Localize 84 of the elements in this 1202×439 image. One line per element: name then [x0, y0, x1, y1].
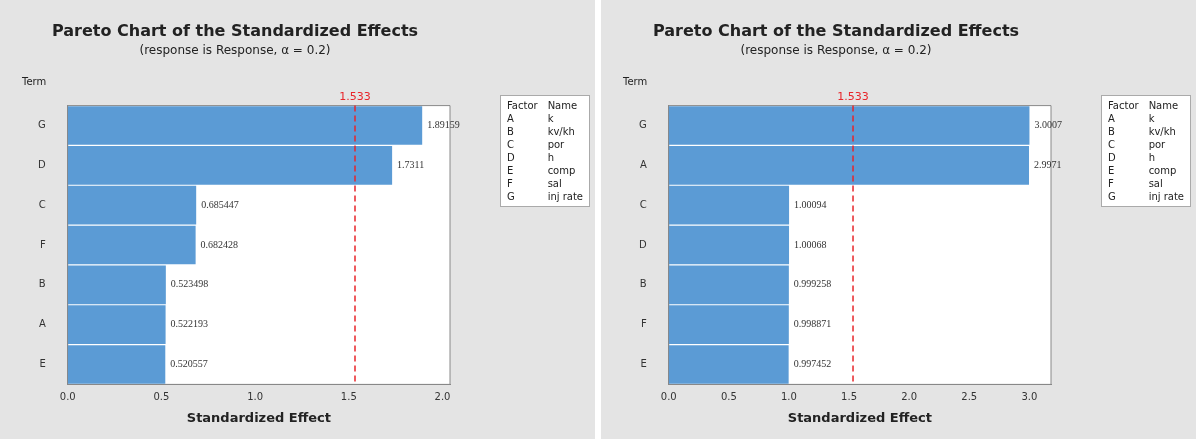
x-tick-label: 0.0 — [660, 390, 677, 402]
x-tick-label: 0.5 — [153, 390, 170, 402]
text: E — [1108, 164, 1116, 177]
text: Factor — [507, 99, 539, 112]
text: E — [507, 164, 515, 177]
y-axis-title: Term — [622, 76, 648, 88]
data-label: 2.9971 — [1034, 158, 1062, 170]
text: Factor — [1108, 99, 1140, 112]
x-tick-label: 1.5 — [841, 390, 858, 402]
data-label: 1.89159 — [427, 119, 460, 131]
text: k — [547, 112, 555, 125]
chart-title: Pareto Chart of the Standardized Effects — [652, 20, 1020, 40]
text: D — [1108, 151, 1117, 164]
data-label: 1.00068 — [794, 238, 827, 250]
data-label: 3.0007 — [1034, 119, 1062, 131]
y-tick-label: A — [38, 318, 46, 330]
x-tick-label: 2.0 — [901, 390, 918, 402]
text: inj rate — [547, 190, 584, 203]
y-tick-label: A — [639, 158, 647, 170]
x-tick-label: 1.0 — [247, 390, 264, 402]
text: C — [507, 138, 515, 151]
text: k — [1148, 112, 1156, 125]
x-tick-label: 0.5 — [720, 390, 737, 402]
text: B — [1108, 125, 1116, 138]
text: A — [507, 112, 515, 125]
ref-line-label: 1.533 — [339, 89, 371, 103]
text: kv/kh — [547, 125, 576, 138]
chart-subtitle: (response is Response, α = 0.2) — [139, 42, 331, 57]
x-axis-title: Standardized Effect — [186, 409, 331, 425]
text: kv/kh — [1148, 125, 1177, 138]
text: sal — [547, 177, 563, 190]
y-tick-label: B — [38, 278, 46, 290]
x-axis-title: Standardized Effect — [787, 409, 932, 425]
x-tick-label: 3.0 — [1021, 390, 1038, 402]
text: F — [1108, 177, 1115, 190]
y-tick-label: B — [639, 278, 647, 290]
data-label: 0.522193 — [170, 318, 209, 330]
data-label: 0.520557 — [170, 358, 208, 370]
data-label: 0.999258 — [793, 278, 832, 290]
text: h — [547, 151, 555, 164]
bar — [668, 225, 790, 265]
bar — [67, 225, 196, 265]
data-label: 0.682428 — [200, 238, 239, 250]
text: h — [1148, 151, 1156, 164]
data-label: 0.685447 — [201, 198, 239, 210]
y-tick-label: F — [39, 238, 46, 250]
x-tick-label: 2.5 — [961, 390, 978, 402]
y-tick-label: F — [640, 318, 647, 330]
data-label: 0.523498 — [170, 278, 209, 290]
text: por — [1148, 138, 1167, 151]
text: A — [1108, 112, 1116, 125]
y-tick-label: C — [38, 198, 46, 210]
text: F — [507, 177, 514, 190]
x-tick-label: 2.0 — [434, 390, 451, 402]
text: por — [547, 138, 566, 151]
y-axis-title: Term — [21, 76, 47, 88]
text: C — [1108, 138, 1116, 151]
y-tick-label: D — [639, 238, 648, 250]
text: G — [1108, 190, 1117, 203]
x-tick-label: 0.0 — [59, 390, 76, 402]
y-tick-label: G — [38, 119, 46, 131]
y-tick-label: G — [639, 119, 647, 131]
text: D — [507, 151, 516, 164]
y-tick-label: D — [38, 158, 47, 170]
data-label: 0.998871 — [793, 318, 832, 330]
data-label: 1.00094 — [794, 198, 827, 210]
text: G — [507, 190, 516, 203]
y-tick-label: E — [640, 358, 647, 370]
chart-title: Pareto Chart of the Standardized Effects — [51, 20, 419, 40]
x-tick-label: 1.5 — [340, 390, 357, 402]
text: inj rate — [1148, 190, 1185, 203]
chart-subtitle: (response is Response, α = 0.2) — [740, 42, 932, 57]
text: comp — [1148, 164, 1178, 177]
text: Name — [547, 99, 579, 112]
y-tick-label: C — [639, 198, 647, 210]
text: B — [507, 125, 515, 138]
x-tick-label: 1.0 — [781, 390, 797, 402]
data-label: 1.7311 — [397, 158, 425, 170]
text: Name — [1148, 99, 1180, 112]
text: sal — [1148, 177, 1164, 190]
y-tick-label: E — [39, 358, 46, 370]
ref-line-label: 1.533 — [837, 89, 869, 103]
text: comp — [547, 164, 577, 177]
data-label: 0.997452 — [793, 358, 832, 370]
